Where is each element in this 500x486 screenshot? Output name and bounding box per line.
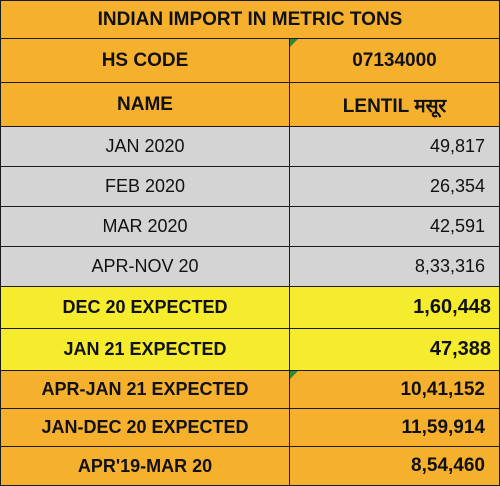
row-value: 8,54,460 bbox=[411, 455, 485, 476]
hs-code-value: 07134000 bbox=[352, 49, 437, 71]
row-value: 1,60,448 bbox=[413, 296, 491, 318]
table-row: MAR 2020 42,591 bbox=[1, 207, 499, 247]
hs-code-label: HS CODE bbox=[1, 39, 290, 82]
table-row: JAN-DEC 20 EXPECTED 11,59,914 bbox=[1, 409, 499, 447]
row-value: 47,388 bbox=[429, 338, 491, 360]
row-value: 49,817 bbox=[429, 136, 485, 156]
row-label: DEC 20 EXPECTED bbox=[1, 287, 290, 328]
name-value: LENTIL मसूर bbox=[342, 95, 447, 117]
cell-comment-marker-icon bbox=[290, 39, 298, 47]
table-row: APR-NOV 20 8,33,316 bbox=[1, 247, 499, 287]
name-label: NAME bbox=[1, 83, 290, 126]
hs-code-value-cell: 07134000 bbox=[290, 39, 499, 82]
table-row: APR'19-MAR 20 8,54,460 bbox=[1, 447, 499, 485]
hs-code-row: HS CODE 07134000 bbox=[1, 39, 499, 83]
row-value-cell: 10,41,152 bbox=[290, 371, 499, 408]
row-label: APR-JAN 21 EXPECTED bbox=[1, 371, 290, 408]
row-label: JAN 21 EXPECTED bbox=[1, 329, 290, 370]
row-label: MAR 2020 bbox=[1, 207, 290, 246]
row-value: 11,59,914 bbox=[401, 416, 485, 438]
row-value: 8,33,316 bbox=[414, 256, 485, 276]
row-label: JAN-DEC 20 EXPECTED bbox=[1, 409, 290, 446]
row-label: JAN 2020 bbox=[1, 127, 290, 166]
table-row: FEB 2020 26,354 bbox=[1, 167, 499, 207]
table-row: JAN 21 EXPECTED 47,388 bbox=[1, 329, 499, 371]
table-row: JAN 2020 49,817 bbox=[1, 127, 499, 167]
table-row: APR-JAN 21 EXPECTED 10,41,152 bbox=[1, 371, 499, 409]
row-label: APR-NOV 20 bbox=[1, 247, 290, 286]
cell-comment-marker-icon bbox=[290, 371, 298, 379]
row-label: FEB 2020 bbox=[1, 167, 290, 206]
row-label: APR'19-MAR 20 bbox=[1, 447, 290, 485]
table-title: INDIAN IMPORT IN METRIC TONS bbox=[97, 8, 403, 30]
name-row: NAME LENTIL मसूर bbox=[1, 83, 499, 127]
row-value: 42,591 bbox=[429, 216, 485, 236]
row-value: 26,354 bbox=[429, 176, 485, 196]
title-row: INDIAN IMPORT IN METRIC TONS bbox=[1, 1, 499, 39]
table-row: DEC 20 EXPECTED 1,60,448 bbox=[1, 287, 499, 329]
row-value: 10,41,152 bbox=[400, 378, 485, 400]
